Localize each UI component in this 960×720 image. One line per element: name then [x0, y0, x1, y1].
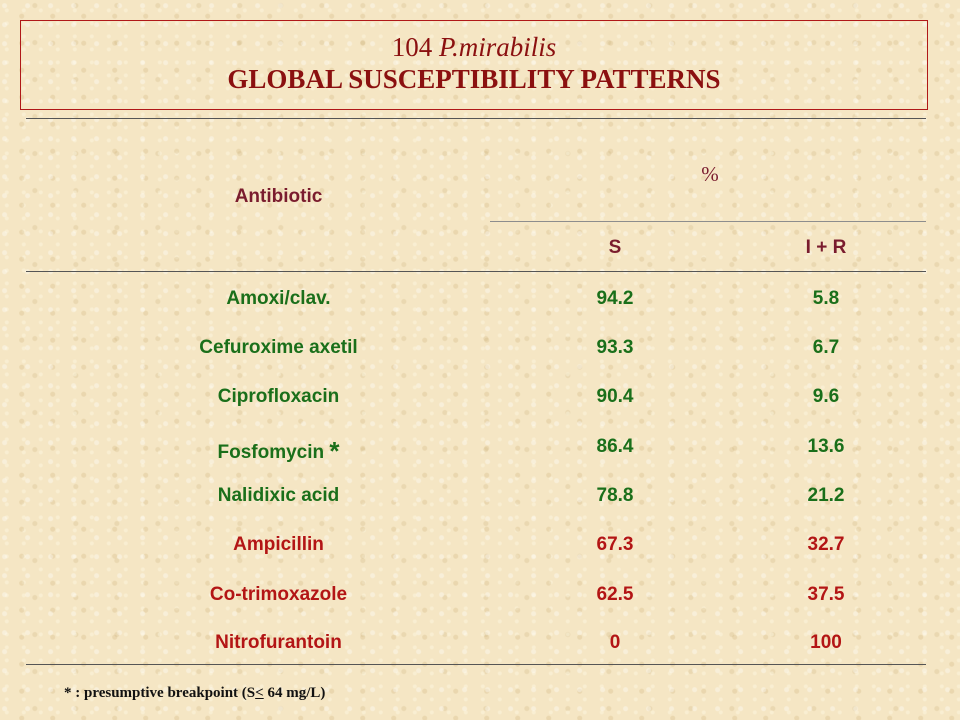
header-s: S	[608, 237, 622, 258]
row-antibiotic: Nalidixic acid	[26, 485, 531, 507]
row-antibiotic: Co-trimoxazole	[26, 584, 531, 606]
row-ir-value: 100	[810, 632, 842, 653]
row-antibiotic: Fosfomycin *	[26, 436, 531, 467]
header-antibiotic: Antibiotic	[234, 186, 323, 207]
row-s-value: 0	[609, 632, 621, 653]
header-sub-rule	[490, 221, 926, 222]
footnote-prefix: * : presumptive breakpoint (S	[64, 685, 256, 701]
row-antibiotic: Nitrofurantoin	[26, 632, 531, 654]
header-ir: I + R	[805, 237, 847, 258]
antibiotic-name: Fosfomycin	[217, 442, 325, 463]
row-s-value: 94.2	[596, 288, 634, 309]
table-top-rule	[26, 118, 926, 119]
row-ir-value: 37.5	[807, 584, 845, 605]
row-ir-value: 32.7	[807, 534, 845, 555]
title-number: 104	[391, 32, 433, 62]
antibiotic-name: Nalidixic acid	[217, 485, 340, 506]
row-antibiotic: Amoxi/clav.	[26, 288, 531, 310]
footnote-symbol: <	[255, 685, 264, 701]
page-subtitle: GLOBAL SUSCEPTIBILITY PATTERNS	[227, 64, 721, 94]
footnote: * : presumptive breakpoint (S< 64 mg/L)	[64, 685, 325, 702]
row-antibiotic: Cefuroxime axetil	[26, 337, 531, 359]
row-s-value: 90.4	[596, 386, 634, 407]
row-antibiotic: Ampicillin	[26, 534, 531, 556]
antibiotic-name: Ciprofloxacin	[217, 386, 340, 407]
header-bottom-rule	[26, 271, 926, 272]
antibiotic-name: Co-trimoxazole	[209, 584, 348, 605]
row-s-value: 62.5	[596, 584, 634, 605]
row-ir-value: 5.8	[812, 288, 840, 309]
antibiotic-name: Amoxi/clav.	[226, 288, 331, 309]
row-ir-value: 9.6	[812, 386, 840, 407]
title-species: P.mirabilis	[438, 32, 557, 62]
header-percent: %	[701, 162, 719, 186]
footnote-marker: *	[329, 436, 340, 466]
row-ir-value: 21.2	[807, 485, 845, 506]
antibiotic-name: Cefuroxime axetil	[199, 337, 358, 358]
antibiotic-name: Ampicillin	[233, 534, 324, 555]
row-s-value: 78.8	[596, 485, 634, 506]
row-ir-value: 6.7	[812, 337, 840, 358]
antibiotic-name: Nitrofurantoin	[215, 632, 342, 653]
row-ir-value: 13.6	[807, 436, 845, 457]
row-s-value: 67.3	[596, 534, 634, 555]
title-box: 104 P.mirabilis GLOBAL SUSCEPTIBILITY PA…	[20, 20, 928, 110]
page-title: 104 P.mirabilis	[21, 31, 927, 63]
row-s-value: 86.4	[596, 436, 634, 457]
footnote-suffix: 64 mg/L)	[263, 685, 326, 701]
table-bottom-rule	[26, 664, 926, 665]
row-s-value: 93.3	[596, 337, 634, 358]
row-antibiotic: Ciprofloxacin	[26, 386, 531, 408]
